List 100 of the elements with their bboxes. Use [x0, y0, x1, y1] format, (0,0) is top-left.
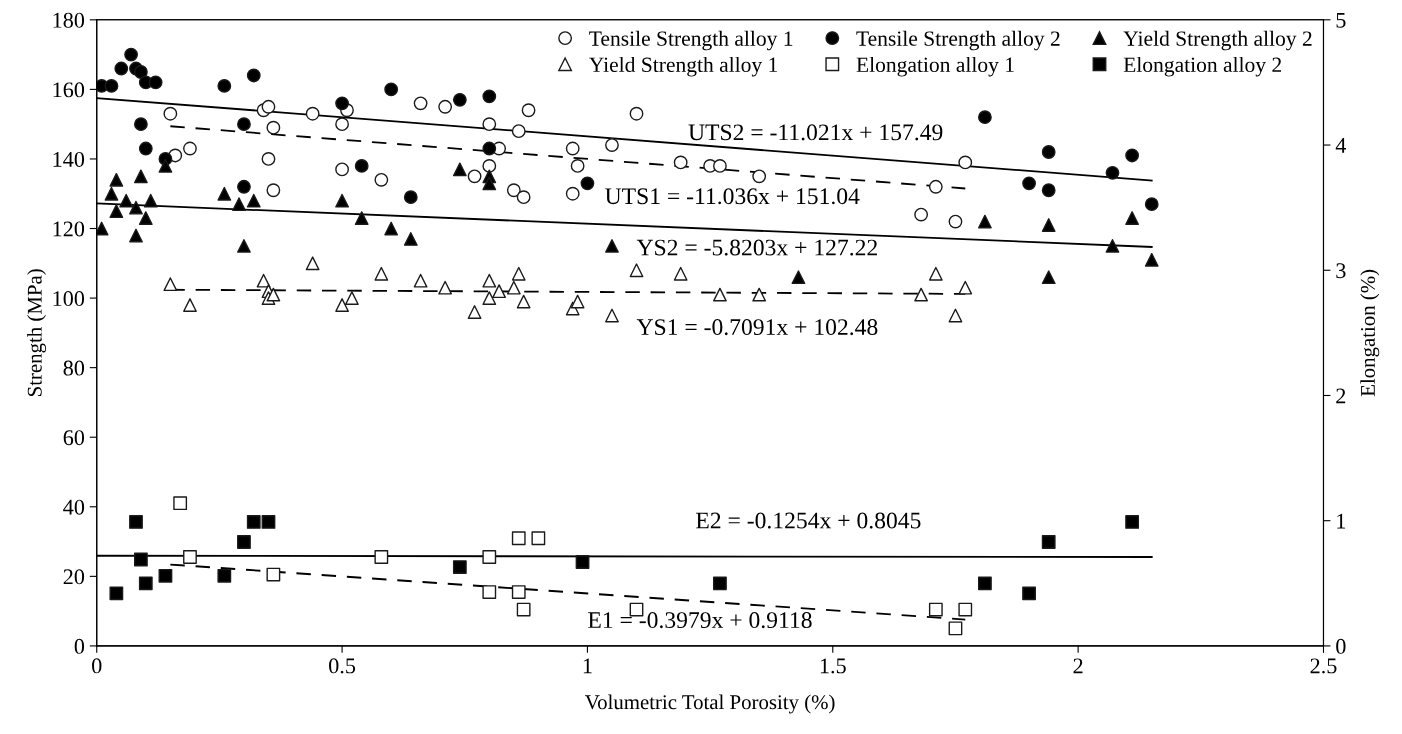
- y2-tick-label: 2: [1336, 388, 1346, 404]
- point: [1041, 270, 1056, 285]
- point: [482, 291, 497, 305]
- point: [752, 287, 767, 302]
- point: [237, 239, 251, 253]
- point: [1022, 586, 1036, 601]
- point: [482, 273, 497, 288]
- point: [791, 270, 806, 285]
- point: [467, 305, 482, 319]
- point: [163, 106, 178, 121]
- x-tick-label: 1.5: [820, 658, 846, 674]
- point: [438, 99, 453, 114]
- point: [1041, 145, 1056, 159]
- x-tick-label: 1: [583, 658, 592, 674]
- point: [143, 193, 158, 208]
- legend-label: Tensile Strength alloy 2: [856, 30, 1060, 51]
- legend-label: Elongation alloy 2: [1123, 56, 1282, 77]
- point: [1022, 176, 1036, 191]
- point: [928, 179, 943, 194]
- y-tick-label: 140: [53, 151, 85, 167]
- point: [977, 214, 992, 229]
- x-axis-title: Volumetric Total Porosity (%): [585, 694, 835, 714]
- annotation: YS2 = -5.8203x + 127.22: [636, 239, 877, 256]
- point: [246, 515, 261, 529]
- point: [482, 89, 497, 104]
- point: [713, 287, 727, 302]
- point: [713, 576, 727, 591]
- point: [452, 92, 467, 107]
- point: [928, 266, 943, 281]
- point: [246, 193, 261, 208]
- y-tick-label: 20: [63, 569, 85, 585]
- point: [217, 79, 232, 93]
- point: [580, 176, 595, 191]
- point: [482, 550, 497, 564]
- point: [133, 117, 148, 132]
- point: [1144, 197, 1159, 212]
- point: [158, 159, 173, 173]
- point: [1125, 211, 1140, 225]
- point: [948, 308, 963, 323]
- point: [752, 169, 767, 184]
- point: [928, 602, 943, 617]
- point: [1144, 252, 1159, 267]
- point: [305, 106, 320, 121]
- point: [629, 106, 644, 121]
- point: [129, 228, 143, 243]
- point: [570, 294, 585, 309]
- point: [673, 155, 688, 170]
- point: [1041, 535, 1056, 549]
- y-tick-label: 100: [53, 291, 85, 307]
- point: [482, 176, 497, 191]
- point: [413, 96, 428, 111]
- point: [158, 568, 173, 583]
- point: [482, 117, 497, 132]
- x-tick-label: 2.5: [1310, 658, 1337, 674]
- point: [384, 82, 399, 97]
- y-axis-title: Strength (MPa): [27, 269, 47, 396]
- point: [266, 183, 281, 198]
- point: [1125, 148, 1140, 163]
- point: [948, 621, 963, 636]
- legend-label: Tensile Strength alloy 1: [589, 30, 793, 51]
- point: [977, 110, 992, 125]
- point: [266, 287, 281, 302]
- point: [344, 291, 359, 305]
- point: [1105, 239, 1120, 253]
- annotation: E1 = -0.3979x + 0.9118: [588, 612, 812, 629]
- point: [1125, 515, 1140, 529]
- point: [565, 186, 580, 201]
- point: [948, 214, 963, 229]
- point: [96, 221, 109, 236]
- point: [104, 79, 119, 93]
- point: [570, 159, 585, 173]
- point: [138, 211, 153, 225]
- point: [403, 232, 418, 246]
- y-tick-label: 120: [53, 221, 85, 237]
- point: [261, 152, 276, 166]
- point: [256, 273, 271, 288]
- point: [1041, 183, 1056, 198]
- point: [452, 560, 467, 574]
- point: [516, 190, 531, 205]
- point: [958, 280, 973, 295]
- point: [374, 266, 389, 281]
- point: [506, 280, 521, 295]
- y2-tick-label: 4: [1335, 138, 1347, 153]
- point: [605, 239, 619, 253]
- point: [492, 284, 507, 299]
- point: [104, 186, 119, 201]
- point: [438, 280, 453, 295]
- point: [109, 586, 124, 601]
- y2-tick-label: 0: [1336, 638, 1346, 654]
- point: [183, 141, 197, 156]
- point: [232, 197, 246, 212]
- point: [374, 550, 389, 564]
- point: [629, 263, 644, 278]
- annotation: YS1 = -0.7091x + 102.48: [636, 319, 878, 336]
- point: [511, 124, 526, 139]
- point: [511, 266, 526, 281]
- point: [958, 155, 973, 170]
- point: [605, 138, 619, 152]
- point: [163, 277, 178, 292]
- point: [119, 193, 134, 208]
